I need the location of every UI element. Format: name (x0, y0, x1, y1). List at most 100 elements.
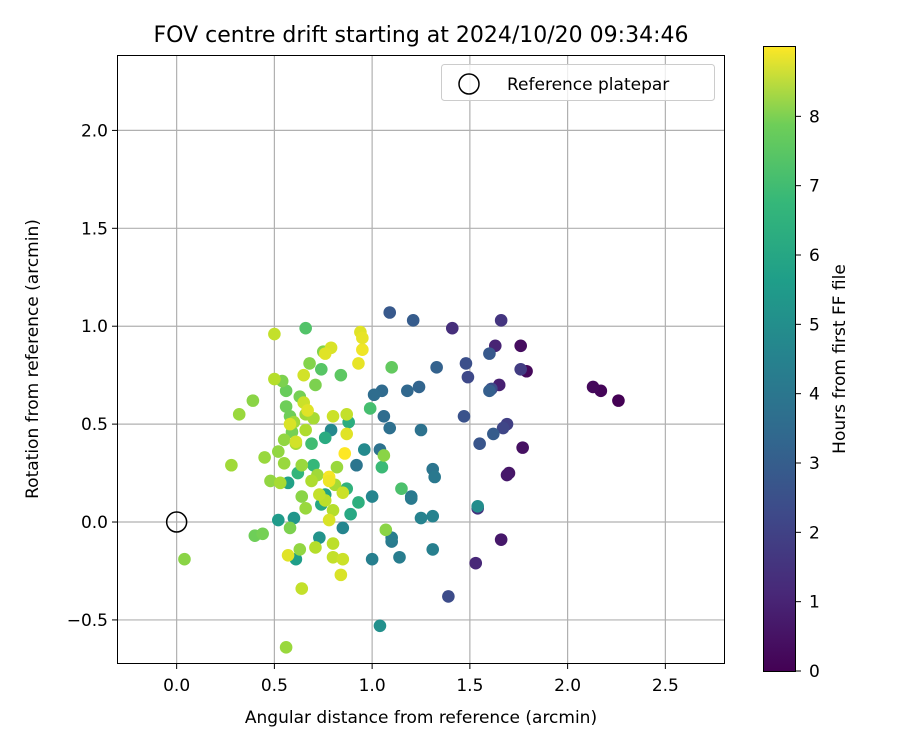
legend-entry-reference: Reference platepar (507, 75, 669, 95)
chart-title: FOV centre drift starting at 2024/10/20 … (154, 23, 689, 48)
data-point (412, 380, 426, 394)
data-point (178, 552, 191, 566)
data-point (326, 537, 340, 550)
colorbar-tick-label: 2 (809, 523, 820, 543)
data-point (315, 362, 328, 376)
x-tick-label: 0.5 (261, 676, 288, 696)
data-point (457, 409, 471, 423)
x-tick-label: 0.0 (163, 676, 190, 696)
data-point (483, 384, 496, 398)
data-point (277, 433, 291, 447)
data-point (326, 409, 340, 423)
data-point (305, 437, 318, 450)
data-point (383, 421, 397, 435)
data-point (363, 402, 377, 415)
data-point (330, 460, 344, 474)
x-tick-label: 1.0 (359, 676, 386, 696)
data-point (395, 482, 408, 496)
data-point (232, 408, 246, 421)
data-point (430, 361, 443, 374)
data-point (358, 443, 371, 456)
plot-frame (117, 55, 725, 664)
data-point (426, 543, 440, 556)
data-point (514, 339, 527, 353)
colorbar-tick-label: 1 (809, 593, 820, 613)
data-point (393, 550, 406, 564)
data-point (258, 451, 271, 464)
data-point (612, 394, 625, 407)
colorbar-tick-label: 3 (809, 454, 820, 474)
data-point (494, 314, 508, 327)
data-point (494, 533, 508, 546)
colorbar-tick-label: 7 (809, 177, 820, 197)
x-axis-label: Angular distance from reference (arcmin) (245, 708, 597, 728)
data-point (322, 513, 336, 527)
x-tick-label: 1.5 (456, 676, 483, 696)
data-point (318, 347, 332, 360)
colorbar-tick-label: 5 (809, 315, 820, 335)
data-point (414, 423, 428, 437)
data-point (516, 441, 529, 454)
data-point (356, 331, 369, 345)
data-point (406, 314, 420, 327)
data-point (365, 490, 379, 503)
data-point (309, 541, 322, 554)
y-tick-label: 2.0 (81, 121, 108, 141)
data-point (313, 488, 326, 501)
colorbar-ticks: 0 1 2 3 4 5 6 7 8 (795, 107, 820, 682)
data-point (279, 384, 293, 398)
data-point (299, 321, 312, 335)
data-point (459, 357, 473, 370)
y-axis-ticks: −0.5 0.0 0.5 1.0 1.5 2.0 (67, 121, 118, 631)
data-point (318, 431, 332, 445)
data-point (377, 449, 391, 462)
data-point (289, 435, 303, 449)
data-point (483, 347, 496, 360)
data-point (277, 456, 291, 470)
colorbar-tick-label: 0 (809, 662, 820, 682)
x-tick-label: 2.0 (554, 676, 581, 696)
data-point (404, 492, 418, 505)
data-point (586, 380, 600, 394)
x-axis-ticks: 0.0 0.5 1.0 1.5 2.0 2.5 (163, 663, 679, 696)
data-point (461, 370, 475, 384)
data-point (295, 458, 309, 472)
data-point (295, 582, 309, 595)
data-point (279, 641, 293, 654)
data-point (379, 523, 393, 537)
data-point (336, 486, 350, 499)
data-point (500, 468, 514, 482)
data-point (295, 490, 309, 503)
data-point (307, 458, 320, 472)
data-point (375, 460, 389, 474)
data-point (496, 421, 510, 435)
data-point (268, 372, 281, 386)
data-point (469, 556, 483, 570)
data-point (283, 417, 297, 431)
data-point (373, 619, 387, 633)
data-point (309, 378, 322, 392)
data-point (344, 507, 357, 521)
data-point (356, 343, 369, 357)
data-point (273, 476, 287, 490)
data-point (471, 500, 484, 513)
data-point (514, 362, 527, 376)
data-point (271, 513, 285, 527)
data-point (352, 496, 365, 509)
data-point (473, 437, 486, 450)
legend-reference-marker (458, 73, 480, 95)
reference-platepar-marker (165, 511, 188, 533)
data-point (297, 368, 311, 382)
data-points (178, 306, 625, 654)
data-point (383, 306, 397, 319)
legend: Reference platepar (441, 64, 715, 101)
data-point (256, 527, 269, 541)
data-point (487, 427, 500, 441)
data-point (305, 474, 318, 488)
y-axis-label: Rotation from reference (arcmin) (23, 219, 43, 499)
colorbar-label: Hours from first FF file (830, 264, 850, 454)
data-point (442, 590, 455, 603)
data-point (401, 384, 414, 398)
data-point (299, 502, 312, 515)
